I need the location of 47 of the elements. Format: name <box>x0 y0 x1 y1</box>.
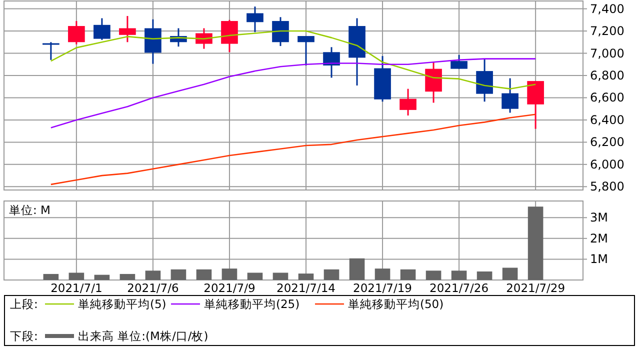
x-tick-label: 2021/7/26 <box>430 281 489 295</box>
y-tick-label: 6,400 <box>590 112 624 127</box>
x-tick-label: 2021/7/29 <box>506 281 566 295</box>
bar <box>170 269 186 280</box>
bar <box>120 274 136 280</box>
y-tick-label: 5,800 <box>590 180 624 194</box>
y-tick-label: 1M <box>590 252 608 266</box>
legend-title: 上段: <box>10 297 38 311</box>
bar <box>476 271 492 280</box>
bar <box>272 272 288 280</box>
y-tick-label: 3M <box>590 210 608 225</box>
x-tick-label: 2021/7/9 <box>204 281 256 295</box>
y-tick-label: 6,800 <box>590 68 624 82</box>
bar <box>68 272 84 280</box>
legend-label: 出来高 単位:(M株/口/枚) <box>78 329 208 343</box>
legend-label: 単純移動平均(50) <box>348 297 444 311</box>
y-tick-label: 2M <box>590 231 608 246</box>
line-series <box>50 114 536 186</box>
y-tick-label: 7,400 <box>590 2 624 16</box>
legend-label: 単純移動平均(25) <box>204 297 300 311</box>
y-tick-label: 6,200 <box>590 135 624 150</box>
bar <box>43 274 59 280</box>
y-tick-label: 7,000 <box>590 46 624 60</box>
bar <box>196 269 212 280</box>
x-tick-label: 2021/7/1 <box>50 281 102 295</box>
bar <box>222 268 238 280</box>
bar <box>349 258 365 280</box>
bar <box>502 268 518 280</box>
bar <box>247 272 263 280</box>
bar <box>451 270 467 280</box>
bar <box>94 274 110 280</box>
y-tick-label: 6,600 <box>590 90 624 105</box>
x-tick-label: 2021/7/14 <box>276 281 336 295</box>
bar <box>374 268 390 280</box>
bar <box>298 274 314 280</box>
legend-label: 単純移動平均(5) <box>78 297 166 311</box>
annotation: 単位: M <box>9 203 50 217</box>
bar <box>400 269 416 280</box>
bar <box>426 270 442 280</box>
x-tick-label: 2021/7/19 <box>353 281 412 295</box>
bar <box>528 206 544 280</box>
bar <box>324 269 340 280</box>
legend-title: 下段: <box>10 329 38 343</box>
y-tick-label: 7,200 <box>590 24 624 38</box>
bar <box>145 270 161 280</box>
x-tick-label: 2021/7/6 <box>127 281 179 295</box>
y-tick-label: 6,000 <box>590 157 624 172</box>
